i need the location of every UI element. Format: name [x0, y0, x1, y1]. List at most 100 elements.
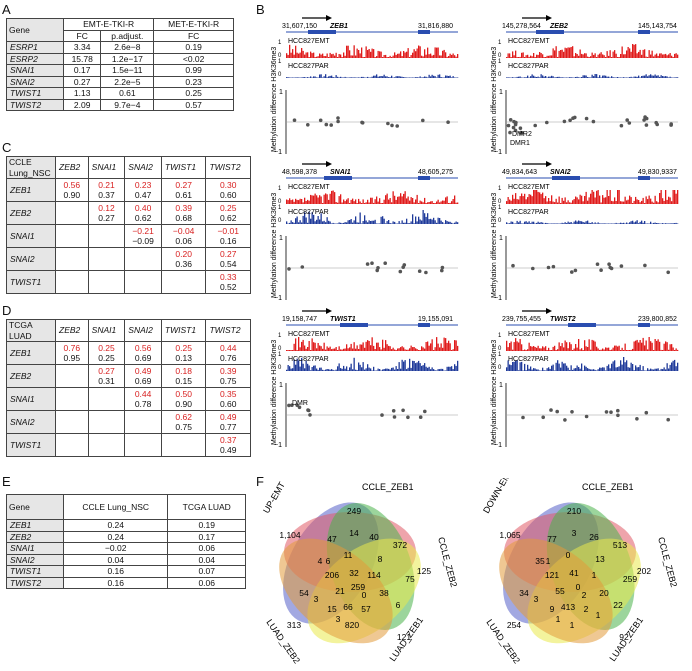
par-signal-bar: [546, 368, 548, 371]
par-signal-bar: [515, 77, 517, 78]
par-signal-bar: [292, 77, 294, 78]
par-signal-bar: [383, 369, 385, 371]
par-signal-bar: [289, 366, 291, 371]
emt-signal-bar: [596, 346, 598, 351]
emt-signal-bar: [617, 190, 619, 204]
par-signal-bar: [290, 220, 292, 224]
emt-signal-bar: [430, 201, 432, 204]
par-signal-bar: [337, 76, 339, 78]
venn-set-label: CCLE_ZEB1: [582, 482, 634, 492]
emt-signal-bar: [356, 48, 358, 58]
emt-signal-bar: [410, 197, 412, 204]
par-signal-bar: [623, 222, 625, 224]
par-signal-bar: [323, 220, 325, 224]
venn-count: 66: [343, 602, 353, 612]
corr-cell: 0.21 0.37: [87, 178, 126, 202]
par-signal-bar: [531, 221, 533, 224]
meth-point: [390, 123, 394, 128]
emt-signal-bar: [386, 57, 388, 58]
par-signal-bar: [567, 221, 569, 224]
emt-signal-bar: [620, 350, 622, 351]
par-signal-bar: [446, 75, 448, 78]
emt-signal-bar: [573, 56, 575, 58]
emt-signal-bar: [413, 202, 415, 204]
par-signal-bar: [561, 222, 563, 224]
emt-signal-bar: [389, 346, 391, 351]
par-signal-bar: [569, 77, 571, 78]
emt-signal-bar: [400, 193, 402, 204]
par-signal-bar: [605, 370, 607, 371]
meth-point: [360, 120, 364, 125]
emt-signal-bar: [510, 57, 512, 58]
par-signal-bar: [618, 77, 620, 78]
par-signal-bar: [600, 77, 602, 78]
par-signal-bar: [353, 220, 355, 224]
par-signal-bar: [575, 368, 577, 371]
emt-signal-bar: [545, 346, 547, 351]
emt-signal-bar: [606, 51, 608, 58]
emt-signal-bar: [533, 190, 535, 204]
emt-signal-bar: [516, 199, 518, 204]
corr-value-bottom: 0.90: [63, 190, 81, 200]
emt-signal-bar: [575, 196, 577, 204]
corr-cell: −0.04 0.06: [160, 224, 207, 248]
par-signal-bar: [591, 222, 593, 224]
table-e-col-header: TCGA LUAD: [167, 494, 246, 520]
par-signal-bar: [573, 368, 575, 371]
venn-set-label: CCLE_ZEB2: [656, 536, 679, 588]
par-signal-bar: [421, 365, 423, 371]
par-signal-bar: [665, 223, 667, 224]
par-signal-bar: [457, 222, 459, 224]
meth-point: [533, 123, 537, 128]
meth-point: [549, 408, 553, 412]
emt-signal-bar: [548, 198, 550, 204]
emt-signal-bar: [304, 345, 306, 351]
emt-signal-bar: [359, 53, 361, 58]
par-signal-bar: [645, 223, 647, 224]
emt-signal-bar: [347, 348, 349, 351]
fc-cell: 2.09: [62, 98, 102, 111]
emt-signal-bar: [597, 190, 599, 204]
par-signal-bar: [419, 76, 421, 78]
emt-signal-bar: [365, 202, 367, 204]
emt-signal-bar: [591, 52, 593, 58]
emt-signal-bar: [524, 57, 526, 58]
p-cell: 0.61: [100, 87, 155, 100]
par-signal-bar: [665, 76, 667, 78]
y-axis-label: Methylation difference H3K36me3: [271, 47, 278, 152]
par-signal-bar: [510, 77, 512, 78]
emt-signal-bar: [350, 199, 352, 204]
fc-cell: 0.27: [62, 75, 102, 88]
par-signal-bar: [507, 223, 509, 224]
par-signal-bar: [377, 223, 379, 224]
emt-signal-bar: [452, 199, 454, 204]
emt-signal-bar: [457, 345, 459, 351]
exon: [638, 176, 650, 180]
emt-signal-bar: [630, 197, 632, 204]
emt-signal-bar: [512, 349, 514, 351]
par-signal-bar: [328, 369, 330, 371]
emt-signal-bar: [653, 350, 655, 351]
emt-signal-bar: [362, 199, 364, 204]
emt-signal-bar: [606, 347, 608, 351]
par-signal-bar: [662, 369, 664, 371]
emt-signal-bar: [421, 201, 423, 204]
emt-signal-bar: [349, 203, 351, 204]
emt-signal-bar: [647, 349, 649, 351]
emt-signal-bar: [451, 350, 453, 351]
meth-point: [669, 122, 673, 126]
par-signal-bar: [343, 77, 345, 78]
emt-signal-bar: [319, 345, 321, 351]
par-signal-bar: [337, 366, 339, 371]
emt-signal-bar: [316, 195, 318, 204]
emt-signal-bar: [627, 350, 629, 351]
par-signal-bar: [509, 223, 511, 224]
par-signal-bar: [401, 76, 403, 78]
par-signal-bar: [608, 76, 610, 78]
par-signal-bar: [648, 369, 650, 371]
par-signal-bar: [630, 76, 632, 78]
par-signal-bar: [347, 220, 349, 224]
emt-signal-bar: [328, 57, 330, 58]
par-signal-bar: [307, 222, 309, 224]
meth-tick: 1: [499, 235, 503, 242]
